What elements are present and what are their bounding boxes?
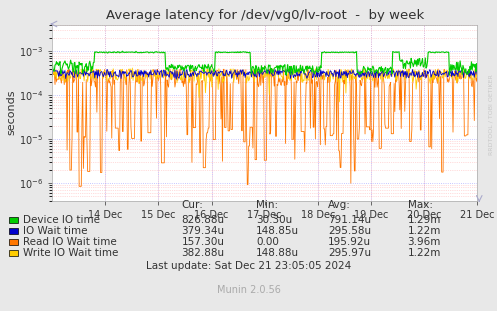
Text: 382.88u: 382.88u	[181, 248, 225, 258]
Text: 0.00: 0.00	[256, 237, 279, 247]
Text: 379.34u: 379.34u	[181, 226, 225, 236]
Text: Last update: Sat Dec 21 23:05:05 2024: Last update: Sat Dec 21 23:05:05 2024	[146, 261, 351, 271]
Text: 30.30u: 30.30u	[256, 215, 292, 225]
Text: 195.92u: 195.92u	[328, 237, 371, 247]
Text: 791.14u: 791.14u	[328, 215, 371, 225]
Text: 1.29m: 1.29m	[408, 215, 441, 225]
Text: Read IO Wait time: Read IO Wait time	[23, 237, 117, 247]
Text: 1.22m: 1.22m	[408, 226, 441, 236]
Text: Max:: Max:	[408, 200, 432, 210]
Text: Cur:: Cur:	[181, 200, 203, 210]
Text: Avg:: Avg:	[328, 200, 351, 210]
Text: 826.88u: 826.88u	[181, 215, 225, 225]
Text: Min:: Min:	[256, 200, 278, 210]
Text: Write IO Wait time: Write IO Wait time	[23, 248, 118, 258]
Text: 3.96m: 3.96m	[408, 237, 441, 247]
Text: Munin 2.0.56: Munin 2.0.56	[217, 285, 280, 295]
Text: Device IO time: Device IO time	[23, 215, 100, 225]
Text: IO Wait time: IO Wait time	[23, 226, 87, 236]
Title: Average latency for /dev/vg0/lv-root  -  by week: Average latency for /dev/vg0/lv-root - b…	[105, 9, 424, 22]
Text: 148.88u: 148.88u	[256, 248, 299, 258]
Y-axis label: seconds: seconds	[6, 90, 16, 136]
Text: 295.58u: 295.58u	[328, 226, 371, 236]
Text: 148.85u: 148.85u	[256, 226, 299, 236]
Text: 157.30u: 157.30u	[181, 237, 225, 247]
Text: RRDTOOL / TOBI OETIKER: RRDTOOL / TOBI OETIKER	[489, 75, 494, 156]
Text: 295.97u: 295.97u	[328, 248, 371, 258]
Text: 1.22m: 1.22m	[408, 248, 441, 258]
